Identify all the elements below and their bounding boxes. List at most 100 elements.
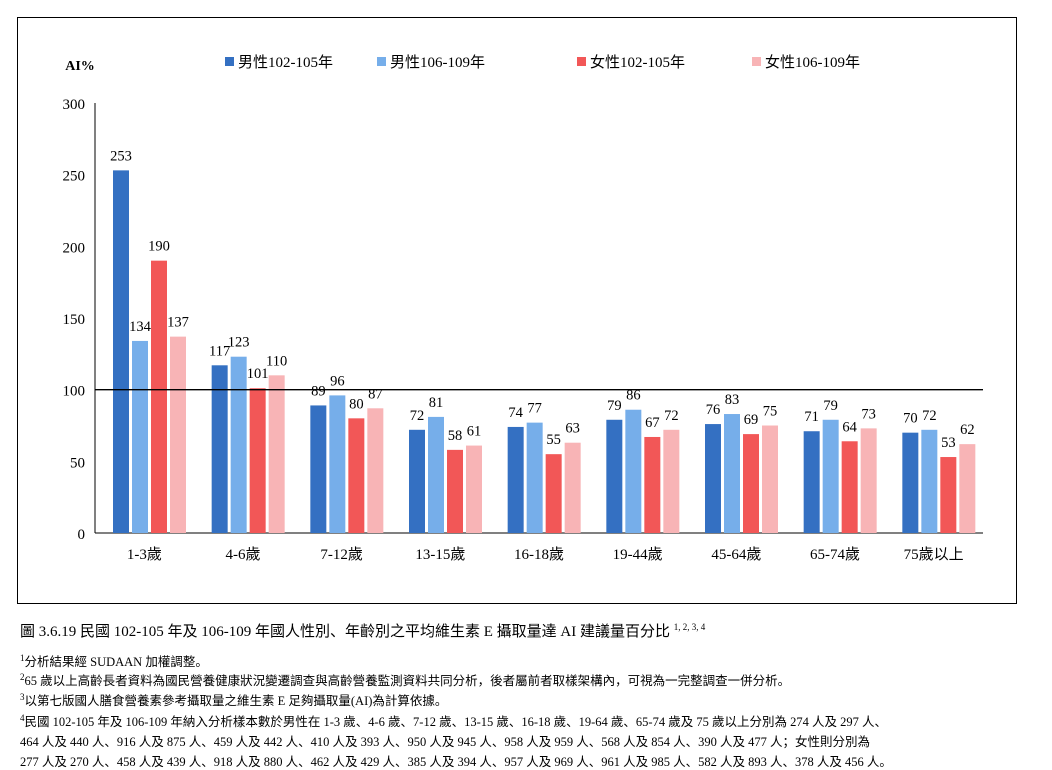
figure-caption: 圖 3.6.19 民國 102-105 年及 106-109 年國人性別、年齡別… bbox=[20, 620, 705, 641]
legend-label: 女性102-105年 bbox=[590, 53, 685, 71]
bar bbox=[367, 408, 384, 533]
x-tick-label: 65-74歲 bbox=[810, 546, 860, 563]
data-label: 101 bbox=[247, 366, 269, 382]
data-label: 62 bbox=[960, 422, 975, 438]
bar bbox=[151, 260, 167, 533]
x-tick-label: 13-15歲 bbox=[415, 546, 465, 563]
bar bbox=[841, 441, 858, 533]
bar bbox=[113, 170, 129, 533]
bar bbox=[230, 356, 247, 533]
legend-label: 男性106-109年 bbox=[390, 54, 485, 71]
data-label: 53 bbox=[941, 435, 956, 451]
bar bbox=[743, 434, 759, 533]
y-tick-label: 250 bbox=[63, 169, 86, 185]
bar bbox=[663, 429, 680, 533]
data-label: 70 bbox=[903, 411, 918, 427]
data-label: 80 bbox=[349, 396, 364, 412]
caption-text: 圖 3.6.19 民國 102-105 年及 106-109 年國人性別、年齡別… bbox=[20, 624, 670, 640]
x-tick-label: 45-64歲 bbox=[711, 546, 761, 563]
footnote-number: 4 bbox=[20, 712, 25, 723]
y-tick-label: 200 bbox=[63, 240, 86, 256]
bar bbox=[132, 340, 148, 533]
footnote-4: 4民國 102-105 年及 106-109 年納入分析樣本數於男性在 1-3 … bbox=[20, 711, 887, 730]
x-tick-label: 16-18歲 bbox=[514, 546, 564, 563]
bar bbox=[921, 429, 938, 533]
data-label: 67 bbox=[645, 415, 660, 431]
data-label: 61 bbox=[467, 424, 482, 440]
footnote-2: 265 歲以上高齡長者資料為國民營養健康狀況變遷調查與高齡營養監測資料共同分析，… bbox=[20, 670, 790, 689]
data-label: 55 bbox=[546, 432, 561, 448]
data-label: 64 bbox=[842, 419, 857, 435]
x-tick-label: 75歲以上 bbox=[904, 546, 964, 563]
data-label: 137 bbox=[167, 315, 189, 331]
data-label: 86 bbox=[626, 388, 641, 404]
bar bbox=[170, 336, 186, 533]
bar bbox=[762, 425, 778, 533]
legend-swatch bbox=[577, 57, 586, 66]
data-label: 58 bbox=[448, 428, 463, 444]
data-label: 72 bbox=[922, 408, 937, 424]
bar bbox=[428, 416, 444, 533]
chart-frame bbox=[17, 17, 1017, 604]
bar bbox=[803, 431, 820, 533]
data-label: 71 bbox=[804, 409, 819, 425]
data-label: 134 bbox=[129, 319, 152, 335]
data-label: 74 bbox=[508, 405, 523, 421]
x-tick-label: 7-12歲 bbox=[320, 546, 363, 563]
x-tick-label: 19-44歲 bbox=[613, 546, 663, 563]
data-label: 72 bbox=[410, 408, 425, 424]
bar bbox=[211, 365, 228, 533]
bar bbox=[545, 454, 562, 533]
legend-label: 男性102-105年 bbox=[238, 54, 333, 71]
bar bbox=[310, 405, 327, 533]
data-label: 81 bbox=[429, 395, 444, 411]
y-axis-label: AI% bbox=[65, 59, 95, 74]
bar bbox=[409, 429, 425, 533]
bar bbox=[526, 422, 543, 533]
legend-swatch bbox=[225, 57, 234, 66]
bar bbox=[724, 414, 740, 533]
footnote-4-line-2: 464 人及 440 人、916 人及 875 人、459 人及 442 人、4… bbox=[20, 735, 871, 749]
legend-swatch bbox=[377, 57, 386, 66]
bar bbox=[329, 395, 346, 533]
bar bbox=[822, 419, 839, 533]
bar bbox=[625, 409, 642, 533]
data-label: 87 bbox=[368, 386, 383, 402]
data-label: 253 bbox=[110, 148, 132, 164]
data-label: 79 bbox=[607, 398, 622, 414]
footnote-text: 民國 102-105 年及 106-109 年納入分析樣本數於男性在 1-3 歲… bbox=[24, 715, 887, 729]
data-label: 63 bbox=[565, 421, 580, 437]
y-tick-label: 150 bbox=[63, 312, 86, 328]
bar bbox=[466, 445, 482, 533]
data-label: 117 bbox=[209, 343, 230, 359]
legend-label: 女性106-109年 bbox=[765, 53, 860, 71]
footnote-number: 2 bbox=[20, 671, 25, 682]
legend-swatch bbox=[752, 57, 761, 66]
bar bbox=[644, 436, 661, 533]
data-label: 123 bbox=[228, 335, 250, 351]
data-label: 72 bbox=[664, 408, 679, 424]
y-tick-label: 300 bbox=[63, 97, 86, 113]
data-label: 89 bbox=[311, 383, 326, 399]
footnote-1: 1分析結果經 SUDAAN 加權調整。 bbox=[20, 651, 208, 670]
bar bbox=[564, 442, 581, 533]
bar bbox=[959, 444, 976, 533]
caption-superscript: 1, 2, 3, 4 bbox=[673, 622, 706, 632]
bar bbox=[860, 428, 877, 533]
data-label: 110 bbox=[266, 353, 287, 369]
bar bbox=[902, 432, 919, 533]
bar bbox=[348, 418, 365, 533]
bar-chart: AI% 0 50 100 150 200 250 300 男性102-105年 男性106-109… bbox=[63, 53, 983, 563]
footnote-text: 以第七版國人膳食營養素參考攝取量之維生素 E 足夠攝取量(AI)為計算依據。 bbox=[24, 694, 448, 708]
data-label: 75 bbox=[763, 404, 778, 420]
footnote-text: 65 歲以上高齡長者資料為國民營養健康狀況變遷調查與高齡營養監測資料共同分析，後… bbox=[24, 674, 791, 688]
data-label: 79 bbox=[823, 398, 838, 414]
bar bbox=[507, 426, 524, 533]
data-label: 69 bbox=[744, 412, 759, 428]
bar bbox=[447, 449, 463, 533]
y-tick-label: 100 bbox=[63, 384, 86, 400]
bar bbox=[606, 419, 623, 533]
data-label: 77 bbox=[527, 401, 542, 417]
data-label: 73 bbox=[861, 406, 876, 422]
bar bbox=[249, 388, 266, 533]
